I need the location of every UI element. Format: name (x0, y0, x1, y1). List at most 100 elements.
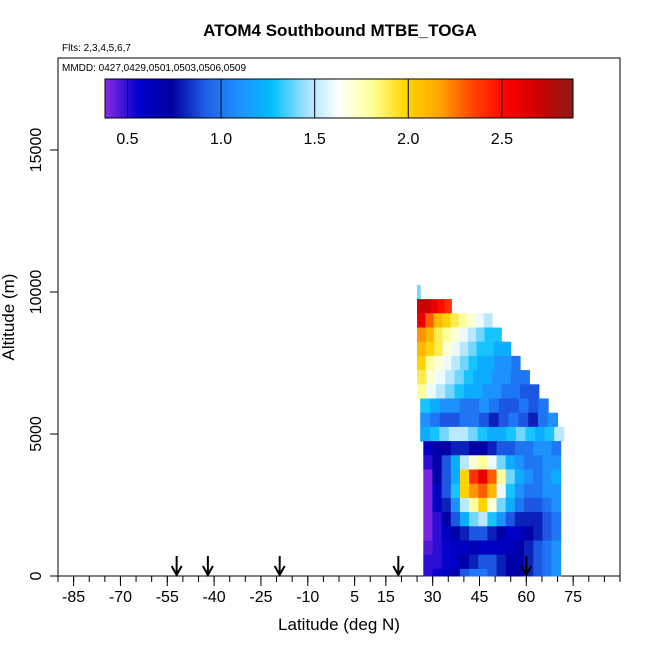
heatmap-cell (435, 370, 446, 385)
heatmap-cell (478, 540, 488, 556)
heatmap-cell (533, 497, 543, 513)
heatmap-cell (441, 554, 452, 570)
y-axis: 0 5000 10000 15000 (28, 128, 58, 580)
heatmap-cell (551, 568, 562, 577)
heatmap-cell (423, 497, 433, 513)
flight-arrow-head (201, 565, 214, 578)
heatmap-cell (487, 512, 498, 527)
heatmap-cell (423, 469, 433, 485)
heatmap-cell (434, 341, 444, 357)
heatmap-cells (417, 284, 565, 577)
x-axis: -85 -70 -55 -40 -25 -10 5 15 30 45 60 75 (57, 576, 621, 606)
heatmap-cell (494, 355, 504, 371)
heatmap-cell (508, 398, 520, 414)
colorbar-tick-label: 2.5 (491, 131, 513, 148)
heatmap-cell (478, 455, 488, 470)
heatmap-cell (533, 483, 543, 499)
heatmap-cell (542, 512, 553, 527)
heatmap-cell (469, 512, 479, 527)
heatmap-cell (483, 313, 493, 328)
heatmap-cell (496, 540, 507, 556)
heatmap-cell (441, 455, 452, 470)
heatmap-cell (505, 441, 516, 456)
heatmap-cell (475, 313, 485, 328)
heatmap-cell (441, 441, 452, 456)
heatmap-cell (478, 483, 488, 499)
x-tick-label: 45 (471, 589, 489, 606)
heatmap-cell (508, 412, 519, 428)
heatmap-cell (482, 384, 493, 399)
heatmap-cell (505, 483, 516, 499)
heatmap-cell (469, 526, 479, 541)
chart-title: ATOM4 Southbound MTBE_TOGA (203, 21, 477, 40)
heatmap-cell (524, 455, 534, 470)
heatmap-cell (451, 355, 461, 371)
heatmap-cell (442, 355, 452, 371)
heatmap-cell (514, 540, 525, 556)
heatmap-cell (551, 497, 562, 513)
dates-label: MMDD: 0427,0429,0501,0503,0506,0509 (62, 63, 246, 74)
heatmap-cell (423, 540, 433, 556)
x-tick-label: -55 (156, 589, 179, 606)
heatmap-cell (420, 412, 431, 428)
heatmap-cell (554, 426, 565, 442)
heatmap-cell (468, 355, 478, 371)
heatmap-cell (434, 355, 444, 371)
heatmap-cell (487, 554, 498, 570)
heatmap-cell (469, 441, 479, 456)
heatmap-cell (498, 398, 510, 414)
y-tick-label: 0 (28, 571, 45, 580)
heatmap-cell (510, 370, 521, 385)
heatmap-cell (489, 398, 500, 414)
x-tick-label: 30 (424, 589, 442, 606)
heatmap-cell (487, 568, 498, 577)
flight-arrow-head (170, 565, 183, 578)
heatmap-cell (488, 412, 500, 428)
heatmap-cell (479, 398, 490, 414)
heatmap-cell (449, 398, 461, 414)
heatmap-cell (459, 341, 469, 357)
heatmap-cell (528, 412, 539, 428)
heatmap-cell (463, 370, 474, 385)
heatmap-cell (450, 568, 461, 577)
heatmap-cell (478, 526, 488, 541)
heatmap-cell (533, 441, 543, 456)
heatmap-cell (551, 554, 562, 570)
heatmap-cell (533, 540, 543, 556)
heatmap-cell (469, 483, 479, 499)
colorbar-tick-label: 2.0 (397, 131, 419, 148)
heatmap-cell (496, 483, 507, 499)
heatmap-cell (487, 483, 498, 499)
heatmap-cell (459, 526, 470, 541)
heatmap-cell (514, 554, 525, 570)
heatmap-cell (505, 455, 516, 470)
heatmap-cell (514, 568, 525, 577)
heatmap-cell (535, 426, 546, 442)
heatmap-cell (449, 412, 460, 428)
heatmap-cell (430, 398, 441, 414)
heatmap-cell (476, 341, 486, 357)
heatmap-cell (514, 441, 525, 456)
heatmap-cell (459, 327, 469, 343)
heatmap-cell (551, 540, 562, 556)
heatmap-cell (514, 455, 525, 470)
heatmap-cell (425, 341, 435, 357)
heatmap-cell (459, 540, 470, 556)
heatmap-cell (514, 512, 525, 527)
heatmap-cell (542, 455, 553, 470)
heatmap-cell (433, 313, 443, 328)
y-tick-label: 5000 (28, 416, 45, 452)
heatmap-cell (441, 512, 452, 527)
heatmap-cell (469, 469, 479, 485)
heatmap-cell (542, 441, 553, 456)
colorbar-tick-label: 1.5 (304, 131, 326, 148)
heatmap-cell (469, 412, 480, 428)
heatmap-cell (459, 497, 470, 513)
heatmap-cell (450, 512, 461, 527)
heatmap-cell (524, 526, 534, 541)
heatmap-cell (515, 426, 527, 442)
heatmap-cell (533, 568, 543, 577)
heatmap-cell (505, 512, 516, 527)
heatmap-cell (520, 384, 530, 399)
heatmap-cell (459, 469, 470, 485)
